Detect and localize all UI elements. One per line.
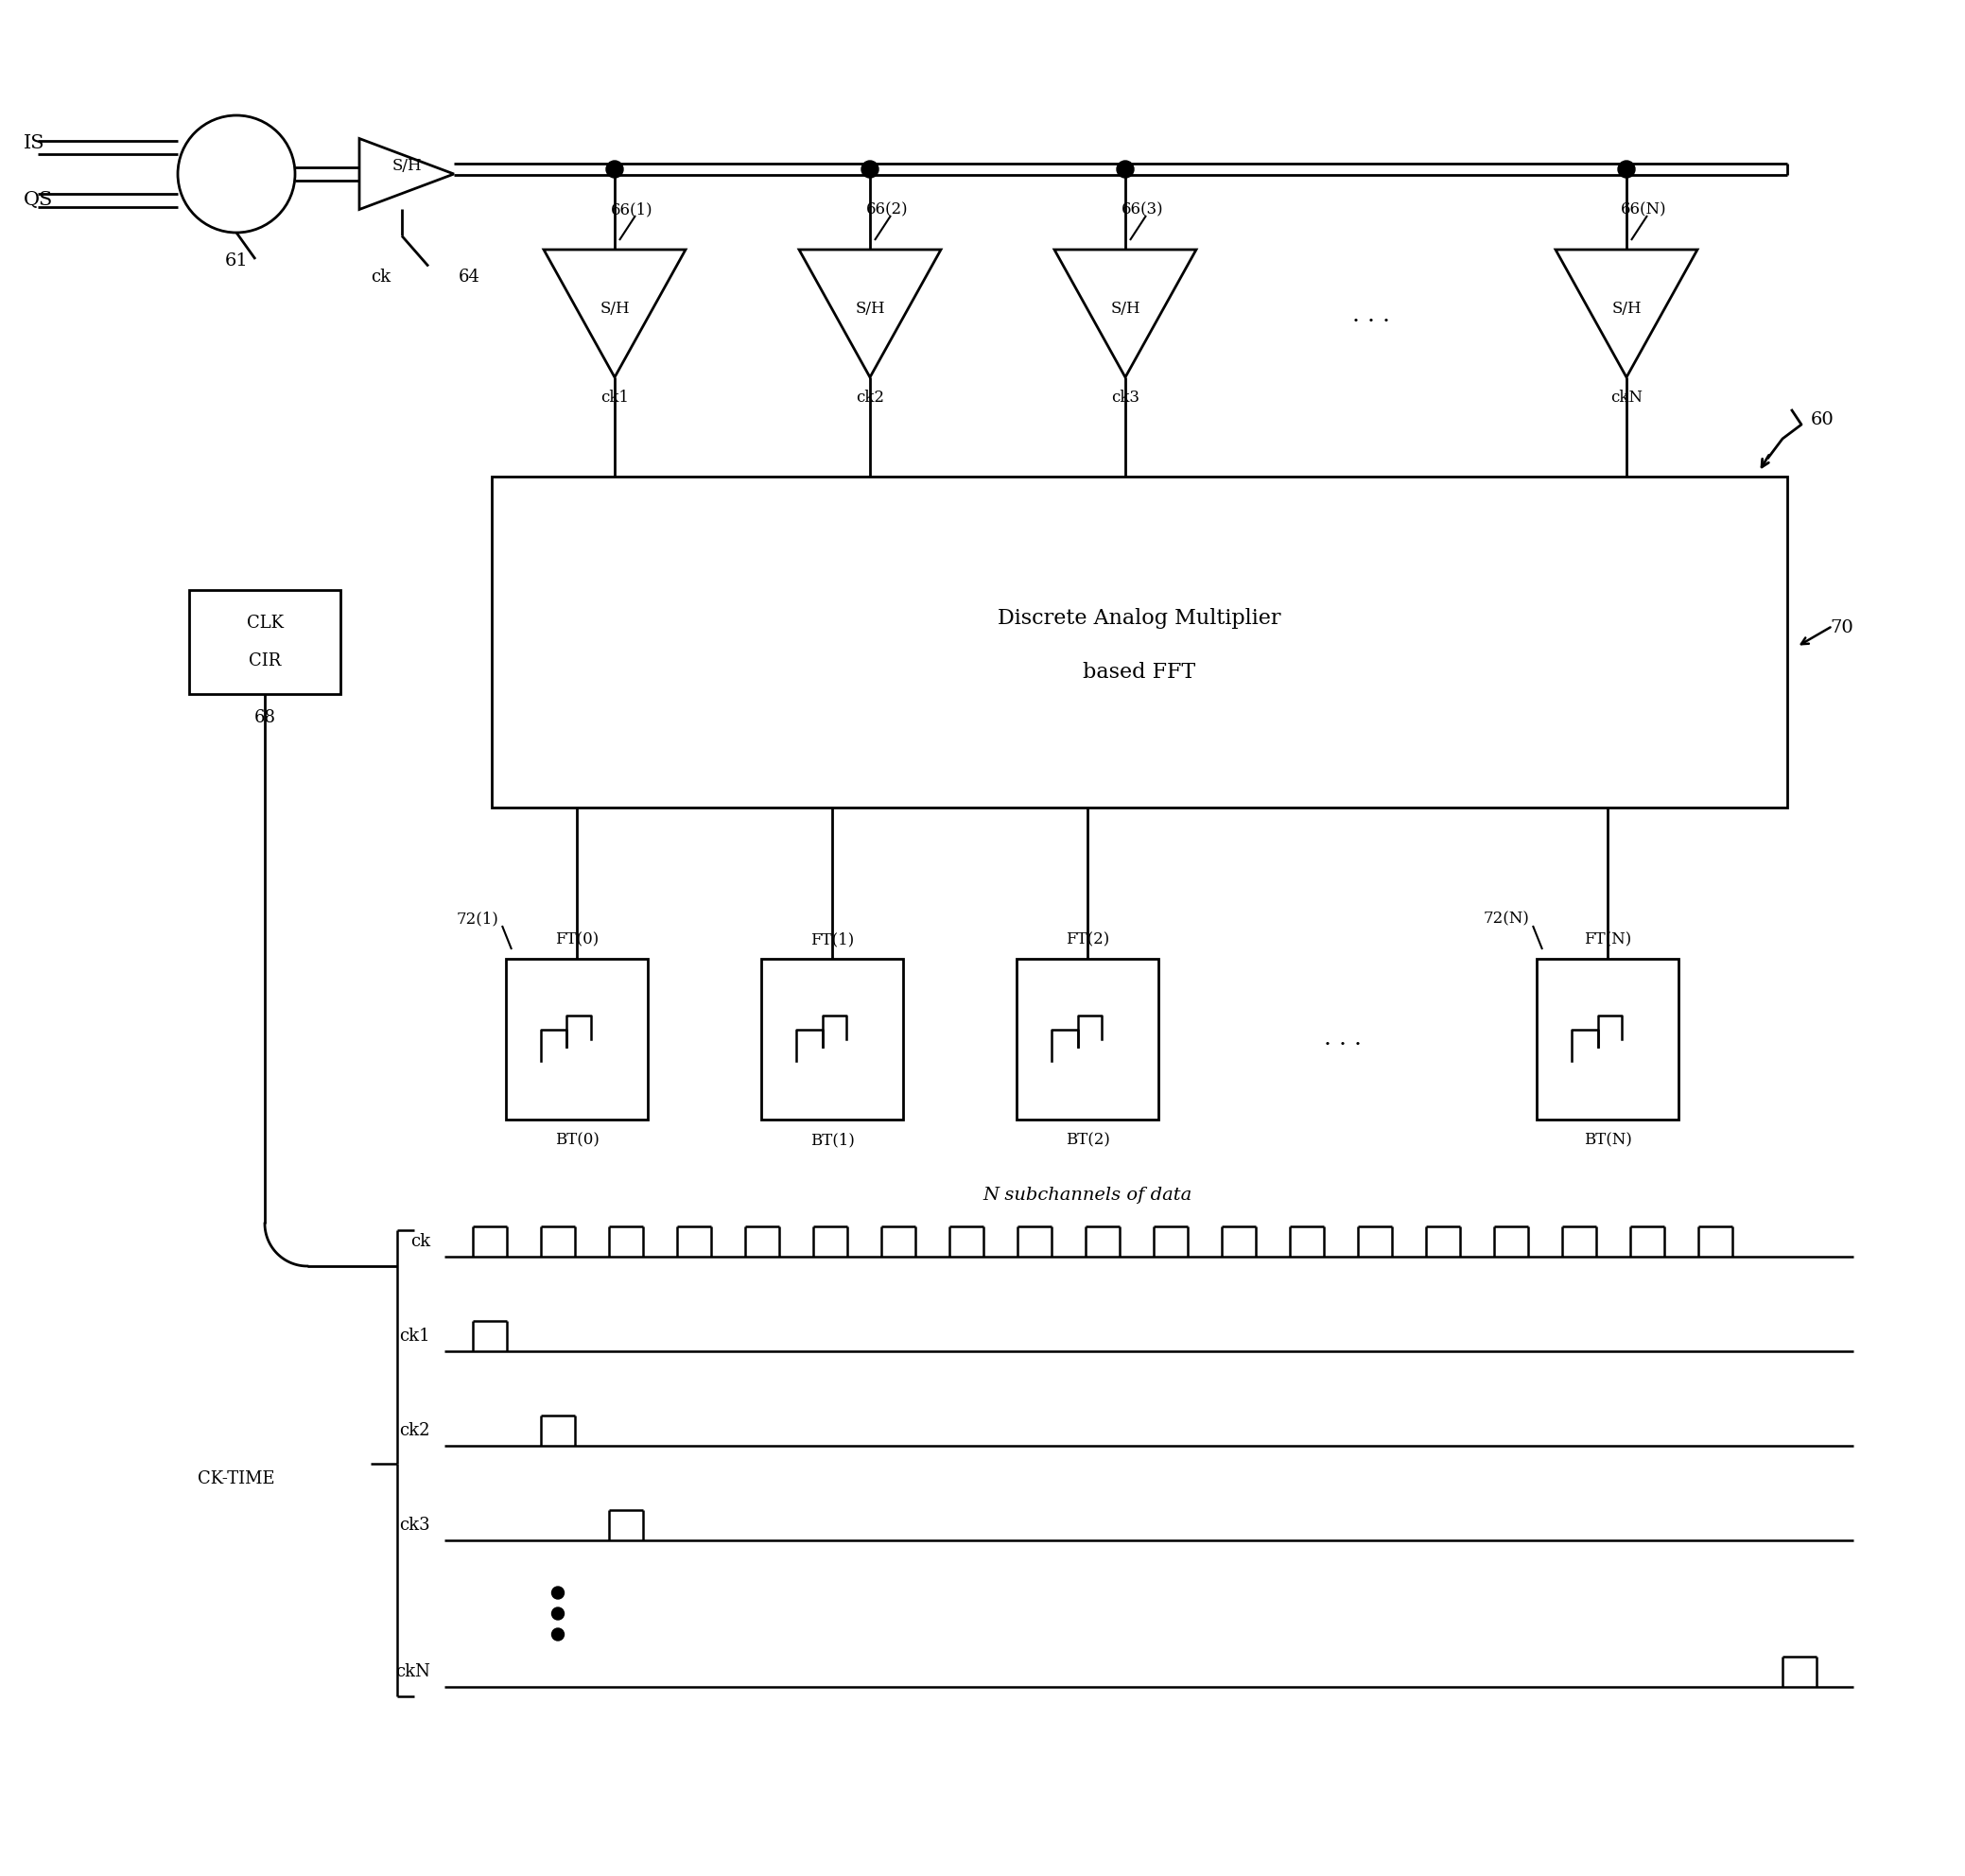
Text: ckN: ckN xyxy=(1611,390,1643,405)
Text: based FFT: based FFT xyxy=(1083,662,1197,683)
Text: . . .: . . . xyxy=(1352,306,1389,326)
Text: 61: 61 xyxy=(224,253,248,270)
Text: ck2: ck2 xyxy=(857,390,884,405)
Text: QS: QS xyxy=(24,191,53,210)
Circle shape xyxy=(1116,161,1134,178)
Text: BT(0): BT(0) xyxy=(554,1133,599,1148)
Circle shape xyxy=(552,1608,564,1619)
Circle shape xyxy=(552,1628,564,1640)
Text: 70: 70 xyxy=(1829,619,1853,636)
Text: S/H: S/H xyxy=(391,158,422,174)
Text: ck: ck xyxy=(371,268,391,285)
Text: . . .: . . . xyxy=(1324,1028,1362,1051)
Text: ck1: ck1 xyxy=(601,390,629,405)
FancyBboxPatch shape xyxy=(1016,959,1159,1120)
Text: S/H: S/H xyxy=(599,300,629,317)
Text: S/H: S/H xyxy=(1611,300,1641,317)
Text: BT(2): BT(2) xyxy=(1065,1133,1110,1148)
Text: 72(N): 72(N) xyxy=(1484,912,1529,927)
FancyBboxPatch shape xyxy=(189,591,340,694)
Text: IS: IS xyxy=(24,135,45,152)
Text: 68: 68 xyxy=(253,709,275,726)
Text: ck: ck xyxy=(411,1233,430,1249)
Text: N subchannels of data: N subchannels of data xyxy=(982,1188,1193,1204)
Circle shape xyxy=(1617,161,1635,178)
Text: ck2: ck2 xyxy=(399,1422,430,1439)
Text: FT(0): FT(0) xyxy=(554,932,599,947)
Text: BT(N): BT(N) xyxy=(1584,1133,1631,1148)
Text: FT(N): FT(N) xyxy=(1584,932,1631,947)
Text: ck3: ck3 xyxy=(399,1516,430,1535)
Text: 66(N): 66(N) xyxy=(1621,203,1666,218)
Text: 66(1): 66(1) xyxy=(611,203,652,218)
Text: BT(1): BT(1) xyxy=(810,1133,855,1148)
FancyBboxPatch shape xyxy=(1537,959,1678,1120)
Text: ck1: ck1 xyxy=(399,1328,430,1345)
Text: CLK: CLK xyxy=(246,615,283,632)
Text: ck3: ck3 xyxy=(1110,390,1140,405)
Text: FT(1): FT(1) xyxy=(810,932,855,947)
Text: Discrete Analog Multiplier: Discrete Analog Multiplier xyxy=(998,608,1281,628)
Text: CIR: CIR xyxy=(250,653,281,670)
Text: ckN: ckN xyxy=(395,1664,430,1681)
Text: 64: 64 xyxy=(458,268,479,285)
Text: 72(1): 72(1) xyxy=(456,912,499,927)
Text: S/H: S/H xyxy=(855,300,884,317)
FancyBboxPatch shape xyxy=(491,477,1788,807)
Text: 66(3): 66(3) xyxy=(1122,203,1163,218)
Text: 66(2): 66(2) xyxy=(867,203,908,218)
Circle shape xyxy=(552,1587,564,1598)
Circle shape xyxy=(861,161,878,178)
Text: FT(2): FT(2) xyxy=(1065,932,1110,947)
Circle shape xyxy=(605,161,623,178)
FancyBboxPatch shape xyxy=(505,959,648,1120)
Text: S/H: S/H xyxy=(1110,300,1140,317)
Text: CK-TIME: CK-TIME xyxy=(198,1471,275,1488)
FancyBboxPatch shape xyxy=(760,959,904,1120)
Text: 60: 60 xyxy=(1812,411,1833,428)
